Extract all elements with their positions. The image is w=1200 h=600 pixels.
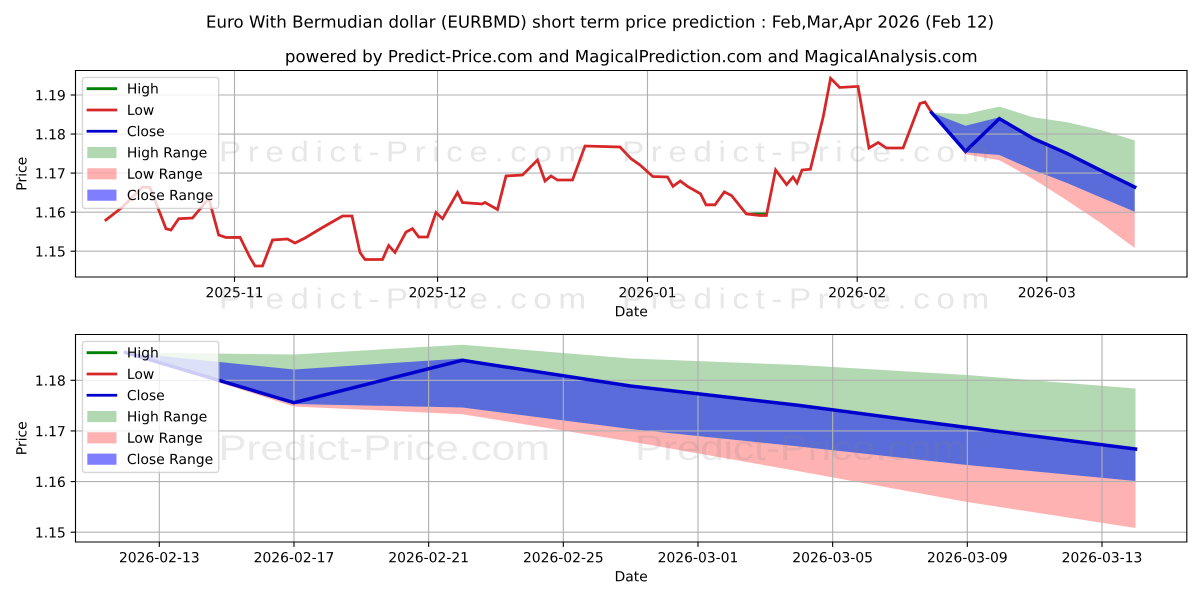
svg-text:Predict-Price.com: Predict-Price.com [622, 283, 996, 315]
svg-text:Predict-Price.com: Predict-Price.com [219, 136, 593, 168]
svg-text:Predict-Price.com: Predict-Price.com [635, 429, 966, 468]
svg-text:Predict-Price.com: Predict-Price.com [622, 136, 996, 168]
svg-text:Predict-Price.com: Predict-Price.com [219, 429, 550, 468]
svg-text:Predict-Price.com: Predict-Price.com [219, 283, 593, 315]
